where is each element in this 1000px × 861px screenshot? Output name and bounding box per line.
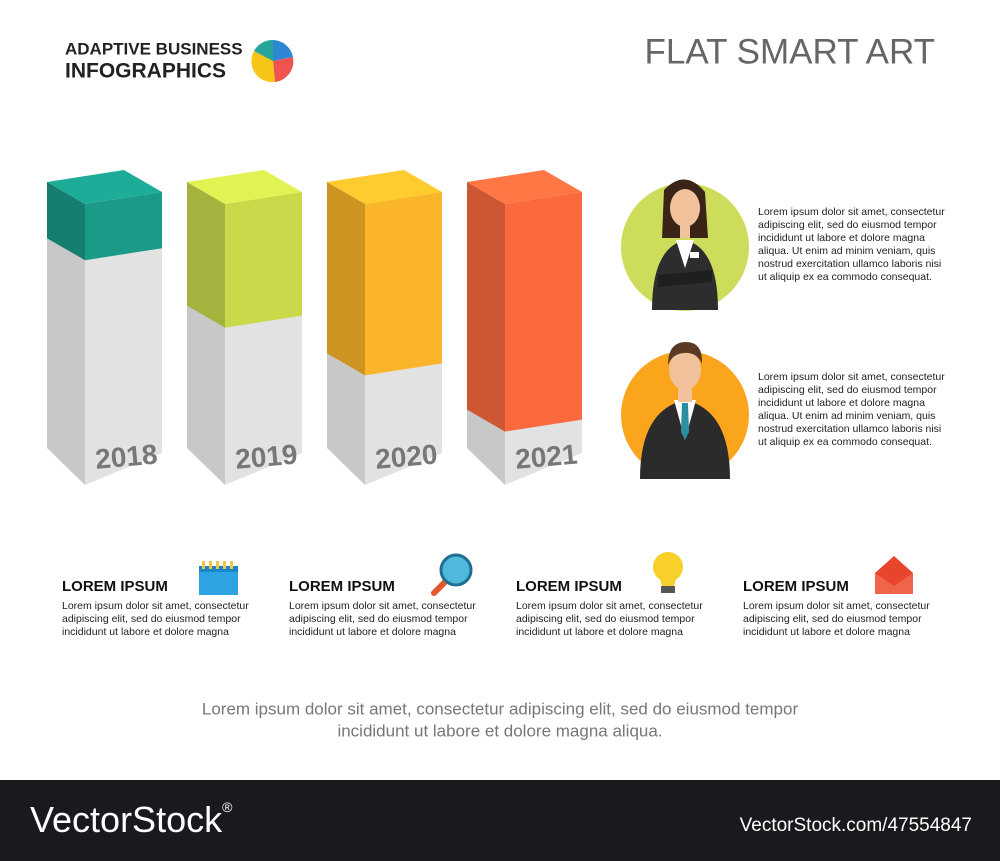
bar-label: 2020 xyxy=(374,438,439,474)
item-text: adipiscing elit, sed do eiusmod tempor xyxy=(516,613,695,625)
bars: 2018 2019 2020 2021 xyxy=(47,170,582,485)
bar-front xyxy=(85,192,162,485)
bar-value-front xyxy=(505,192,582,432)
item-title: LOREM IPSUM xyxy=(62,578,168,595)
footer-text: incididunt ut labore et dolore magna ali… xyxy=(337,721,662,740)
item-title: LOREM IPSUM xyxy=(516,578,622,595)
bar-side xyxy=(47,182,85,485)
item-text: incididunt ut labore et dolore magna xyxy=(743,626,910,638)
profile-text: ut aliquip ex ea commodo consequat. xyxy=(758,271,932,283)
bar-top xyxy=(187,170,302,204)
profile-text: aliqua. Ut enim ad minim veniam, quis xyxy=(758,410,935,422)
avatar-man xyxy=(621,342,749,479)
bar-value-side xyxy=(47,182,85,261)
bar-label: 2021 xyxy=(514,438,579,474)
bar-value-side xyxy=(187,182,225,328)
bar-value-side xyxy=(327,182,365,376)
bar: 2019 xyxy=(187,170,302,485)
item-text: adipiscing elit, sed do eiusmod tempor xyxy=(743,613,922,625)
profile-text: nostrud exercitation ullamco laboris nis… xyxy=(758,258,941,270)
avatar-woman xyxy=(621,179,749,311)
item-text: Lorem ipsum dolor sit amet, consectetur xyxy=(516,600,703,612)
bar-top xyxy=(467,170,582,204)
profile-text: Lorem ipsum dolor sit amet, consectetur xyxy=(758,371,945,383)
bar-value-front xyxy=(225,192,302,328)
item-text: incididunt ut labore et dolore magna xyxy=(516,626,683,638)
envelope-icon xyxy=(875,556,913,594)
profile-text: incididunt ut labore et dolore magna xyxy=(758,232,925,244)
profile-text: nostrud exercitation ullamco laboris nis… xyxy=(758,423,941,435)
calendar-icon xyxy=(199,561,238,595)
bar: 2020 xyxy=(327,170,442,485)
item-text: adipiscing elit, sed do eiusmod tempor xyxy=(289,613,468,625)
item-text: incididunt ut labore et dolore magna xyxy=(289,626,456,638)
bar-value-front xyxy=(85,192,162,261)
profile-text: aliqua. Ut enim ad minim veniam, quis xyxy=(758,245,935,257)
bar-label: 2018 xyxy=(94,438,159,474)
item-text: Lorem ipsum dolor sit amet, consectetur xyxy=(289,600,476,612)
watermark-brand-name: VectorStock xyxy=(30,799,223,840)
logo-pie xyxy=(251,39,294,83)
bar-top xyxy=(327,170,442,204)
watermark-mark: ® xyxy=(222,799,233,815)
bar: 2018 xyxy=(47,170,162,485)
item-title: LOREM IPSUM xyxy=(743,578,849,595)
bar-top xyxy=(47,170,162,204)
magnifier-icon xyxy=(431,553,473,596)
bar-value-front xyxy=(365,192,442,376)
profile-text: adipiscing elit, sed do eiusmod tempor xyxy=(758,384,937,396)
bar-value-side xyxy=(467,182,505,432)
item-text: adipiscing elit, sed do eiusmod tempor xyxy=(62,613,241,625)
bar: 2021 xyxy=(467,170,582,485)
profile-text: adipiscing elit, sed do eiusmod tempor xyxy=(758,219,937,231)
profile-text: ut aliquip ex ea commodo consequat. xyxy=(758,436,932,448)
footer-text: Lorem ipsum dolor sit amet, consectetur … xyxy=(202,699,799,718)
title-line: INFOGRAPHICS xyxy=(65,60,226,83)
watermark-brand: VectorStock® xyxy=(30,799,233,840)
item-title: LOREM IPSUM xyxy=(289,578,395,595)
subtitle: FLAT SMART ART xyxy=(645,32,935,71)
item-text: incididunt ut labore et dolore magna xyxy=(62,626,229,638)
texts: Lorem ipsum dolor sit amet, consectetura… xyxy=(62,206,945,741)
profile-text: Lorem ipsum dolor sit amet, consectetur xyxy=(758,206,945,218)
watermark-bar xyxy=(0,780,1000,861)
item-text: Lorem ipsum dolor sit amet, consectetur xyxy=(743,600,930,612)
lightbulb-icon xyxy=(653,552,683,593)
title-line: ADAPTIVE BUSINESS xyxy=(65,39,243,58)
bar-label: 2019 xyxy=(234,438,299,474)
profile-text: incididunt ut labore et dolore magna xyxy=(758,397,925,409)
watermark-id: VectorStock.com/47554847 xyxy=(740,815,972,836)
item-text: Lorem ipsum dolor sit amet, consectetur xyxy=(62,600,249,612)
